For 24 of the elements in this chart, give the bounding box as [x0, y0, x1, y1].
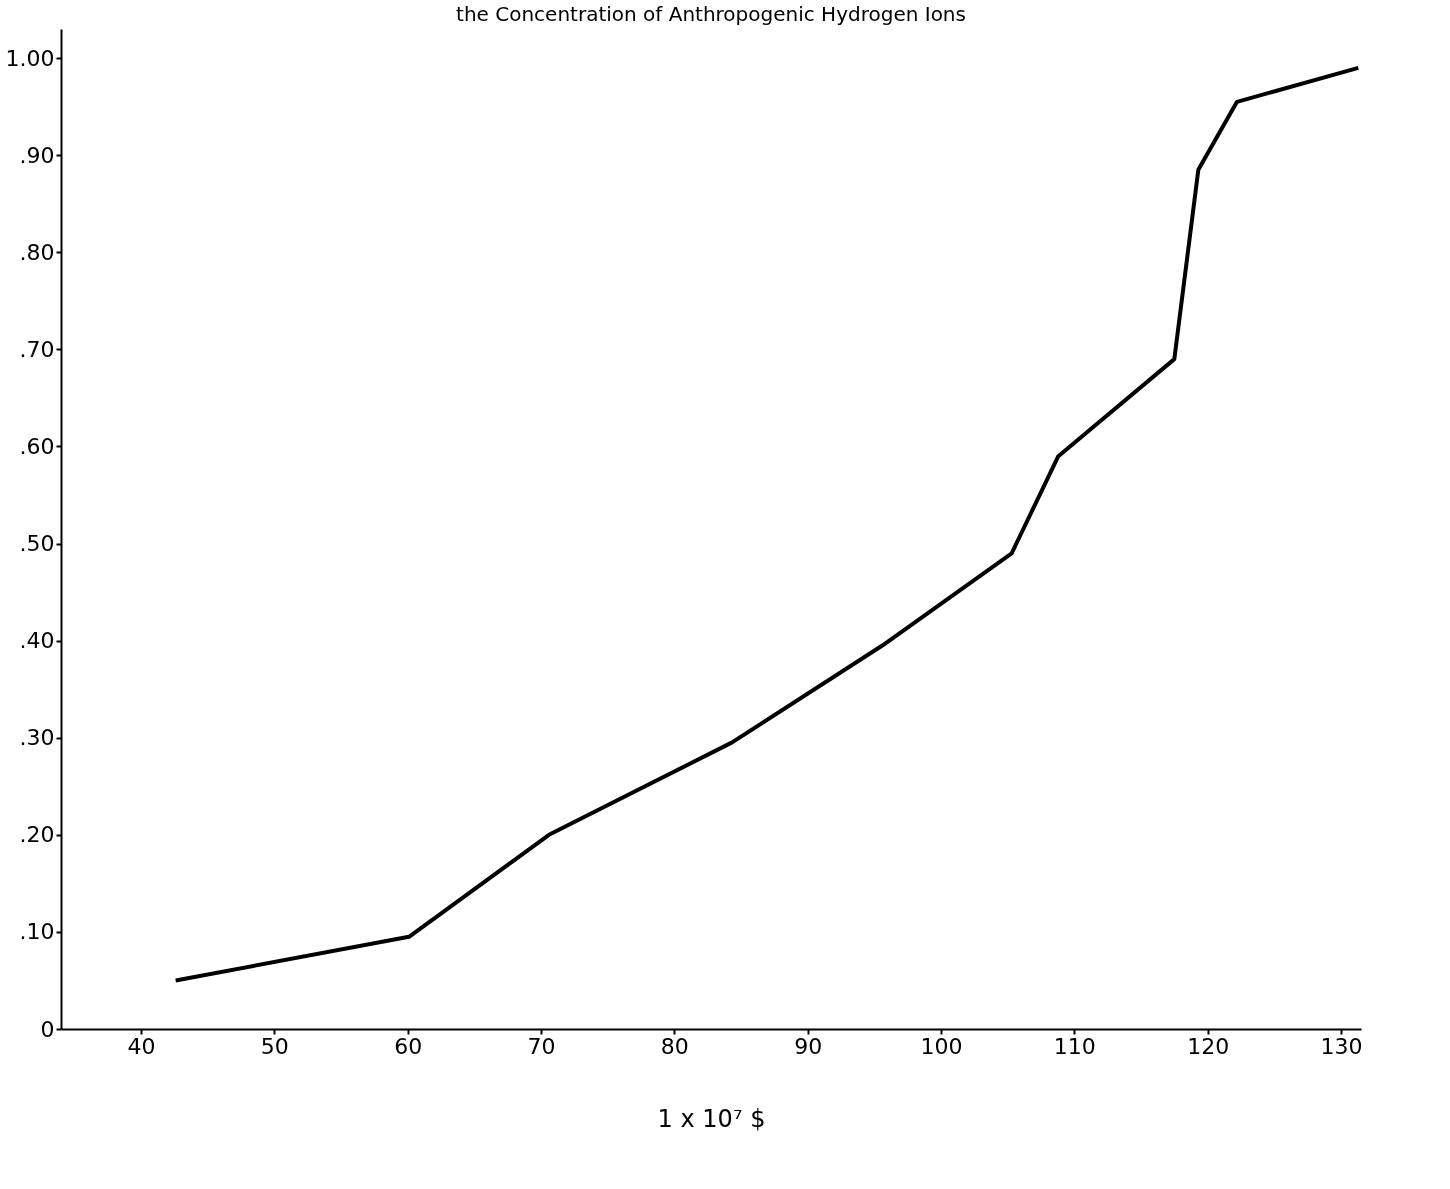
x-tick-label: 130: [1320, 1033, 1363, 1059]
x-tick-label: 40: [127, 1033, 156, 1059]
y-tick-label: .70: [19, 336, 55, 362]
x-tick-label: 70: [527, 1033, 556, 1059]
y-tick-label: 1.00: [5, 45, 55, 71]
x-tick-label: 90: [794, 1033, 823, 1059]
y-tick-label: .40: [19, 628, 55, 654]
chart-title: the Concentration of Anthropogenic Hydrogen Ions: [456, 2, 966, 26]
x-tick-label: 80: [660, 1033, 689, 1059]
x-tick-label: 50: [260, 1033, 289, 1059]
y-tick-label: .60: [19, 433, 55, 459]
y-tick-label: .50: [19, 531, 55, 557]
x-tick-label: 110: [1053, 1033, 1096, 1059]
x-tick-label: 100: [920, 1033, 963, 1059]
y-tick-label: .80: [19, 239, 55, 265]
y-tick-label: .30: [19, 725, 55, 751]
y-tick-label: .10: [19, 919, 55, 945]
x-tick-label: 120: [1187, 1033, 1230, 1059]
x-tick-label: 60: [394, 1033, 423, 1059]
line-series: [173, 65, 1361, 983]
x-axis-title: 1 x 10⁷ $: [657, 1104, 766, 1133]
y-tick-label: .90: [19, 142, 55, 168]
y-tick-label: .20: [19, 822, 55, 848]
y-tick-label: 0: [40, 1016, 55, 1042]
